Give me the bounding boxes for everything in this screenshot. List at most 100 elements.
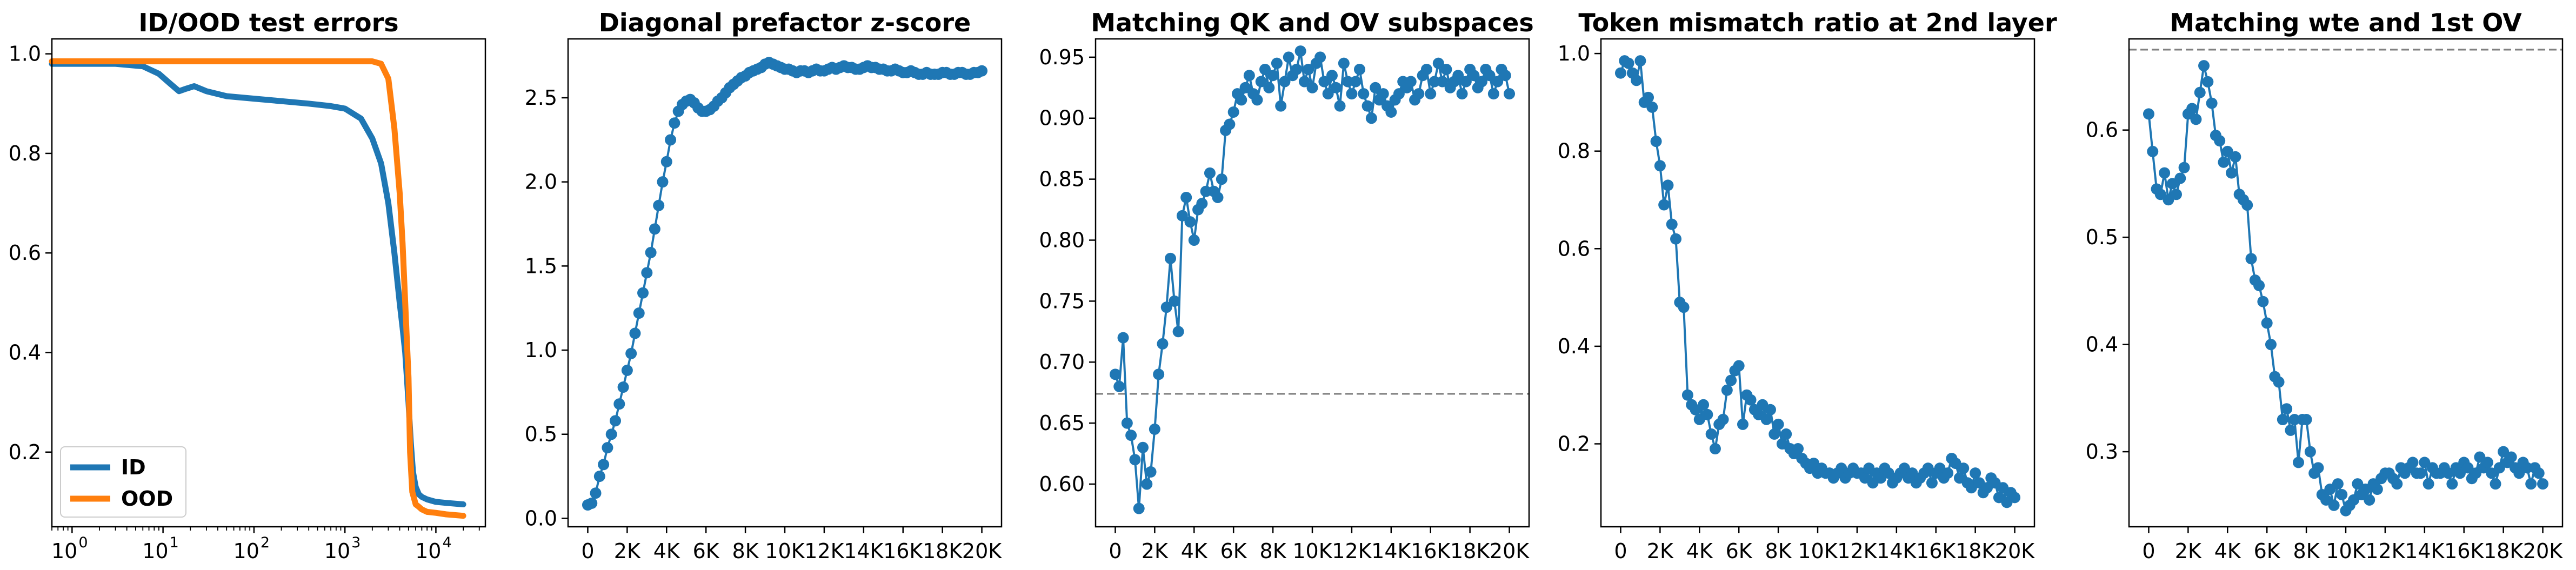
x-tick-label: 8K xyxy=(1765,539,1792,563)
x-tick-label: 14K xyxy=(2405,539,2445,563)
data-point xyxy=(1362,100,1373,112)
data-point xyxy=(2300,414,2312,426)
data-point xyxy=(1184,216,1196,228)
data-point xyxy=(1153,368,1165,380)
x-tick-label: 0 xyxy=(1614,539,1627,563)
data-point xyxy=(1413,88,1425,100)
chart-panel-5: Matching wte and 1st OV 0 2K 4K 6K 8K 10K 12K 14… xyxy=(2086,8,2564,563)
data-point xyxy=(609,415,621,427)
data-point xyxy=(1437,76,1449,88)
series-line-id xyxy=(49,61,466,507)
data-point xyxy=(1227,106,1239,118)
data-point xyxy=(1267,70,1279,82)
data-point xyxy=(1165,252,1177,264)
data-point xyxy=(1318,76,1330,88)
data-point xyxy=(1370,82,1382,93)
x-tick-label: 18K xyxy=(1450,539,1490,563)
data-point xyxy=(1306,82,1318,93)
data-point xyxy=(1330,82,1342,93)
x-tick-label: 12K xyxy=(804,539,844,563)
data-point xyxy=(1251,94,1263,106)
y-tick-label: 0.85 xyxy=(1039,167,1085,191)
data-point xyxy=(2273,376,2285,388)
data-point xyxy=(1642,91,1654,103)
data-point xyxy=(586,497,598,509)
data-point xyxy=(1172,326,1184,338)
data-point xyxy=(665,134,677,146)
y-tick-label: 0.6 xyxy=(2086,118,2118,142)
data-point xyxy=(2218,156,2230,168)
data-point xyxy=(1109,368,1121,380)
data-point xyxy=(1725,374,1737,386)
data-point xyxy=(653,199,665,211)
data-point xyxy=(1772,418,1784,430)
series-line xyxy=(1619,59,2016,504)
data-point xyxy=(2186,103,2198,115)
data-point xyxy=(1646,101,1658,113)
x-tick-label: 12K xyxy=(2365,539,2405,563)
x-tick-label: 16K xyxy=(2444,539,2484,563)
data-point xyxy=(1670,233,1682,245)
data-point xyxy=(2422,478,2434,490)
data-point xyxy=(1733,360,1745,372)
y-tick-label: 0.4 xyxy=(2086,333,2118,357)
data-point xyxy=(625,347,637,359)
data-point xyxy=(2505,451,2517,463)
data-point xyxy=(1176,210,1188,222)
data-point xyxy=(1157,338,1169,350)
data-point xyxy=(657,176,669,188)
data-point xyxy=(1709,443,1721,455)
data-point xyxy=(2147,145,2159,157)
data-point xyxy=(1654,160,1666,172)
y-tick-label: 0.60 xyxy=(1039,472,1085,496)
x-tick-exponent: 3 xyxy=(351,534,361,551)
axes-frame xyxy=(51,38,486,528)
data-point xyxy=(1216,173,1227,185)
data-point xyxy=(2521,462,2533,474)
y-tick-label: 0.4 xyxy=(1558,334,1590,358)
data-point xyxy=(1492,76,1504,88)
x-tick-label: 2K xyxy=(1142,539,1169,563)
x-tick-label: 18K xyxy=(1956,539,1996,563)
data-point xyxy=(1346,88,1358,100)
data-point xyxy=(1717,413,1729,425)
data-point xyxy=(1279,76,1291,88)
data-point xyxy=(1745,394,1757,406)
data-point xyxy=(1926,477,1938,489)
axes-frame xyxy=(567,38,1003,528)
data-point xyxy=(2009,492,2021,504)
x-tick-label: 10 xyxy=(51,539,77,563)
data-point xyxy=(2245,253,2257,265)
x-tick-label: 12K xyxy=(1332,539,1372,563)
data-point xyxy=(617,381,629,393)
chart-panel-3: Matching QK and OV subspaces 0 2K 4K 6K 8K 10K… xyxy=(1039,8,1533,563)
x-tick-label: 6K xyxy=(693,539,720,563)
data-point xyxy=(1283,51,1294,63)
series-line xyxy=(586,61,983,506)
data-point xyxy=(2446,478,2458,490)
data-point xyxy=(2194,86,2206,98)
series-line xyxy=(2147,64,2544,512)
data-point xyxy=(1334,100,1346,112)
data-point xyxy=(1705,428,1717,440)
data-point xyxy=(1298,76,1310,88)
x-tick-label: 10K xyxy=(1798,539,1838,563)
y-tick-label: 0.90 xyxy=(1039,106,1085,130)
data-point xyxy=(1259,63,1271,75)
chart-title: Matching QK and OV subspaces xyxy=(1091,8,1534,37)
data-point xyxy=(1365,112,1377,124)
data-point xyxy=(1721,384,1733,396)
data-point xyxy=(1662,179,1674,191)
data-point xyxy=(2281,403,2293,415)
x-tick-label: 10 xyxy=(415,539,441,563)
data-point xyxy=(1631,75,1643,86)
data-point xyxy=(1224,118,1236,130)
x-tick-label: 8K xyxy=(1260,539,1287,563)
data-point xyxy=(590,487,602,499)
data-point xyxy=(629,327,641,339)
data-point xyxy=(2481,457,2493,468)
data-point xyxy=(1452,70,1464,82)
data-point xyxy=(1737,418,1749,430)
data-point xyxy=(1634,55,1646,67)
legend-label: OOD xyxy=(121,487,173,511)
